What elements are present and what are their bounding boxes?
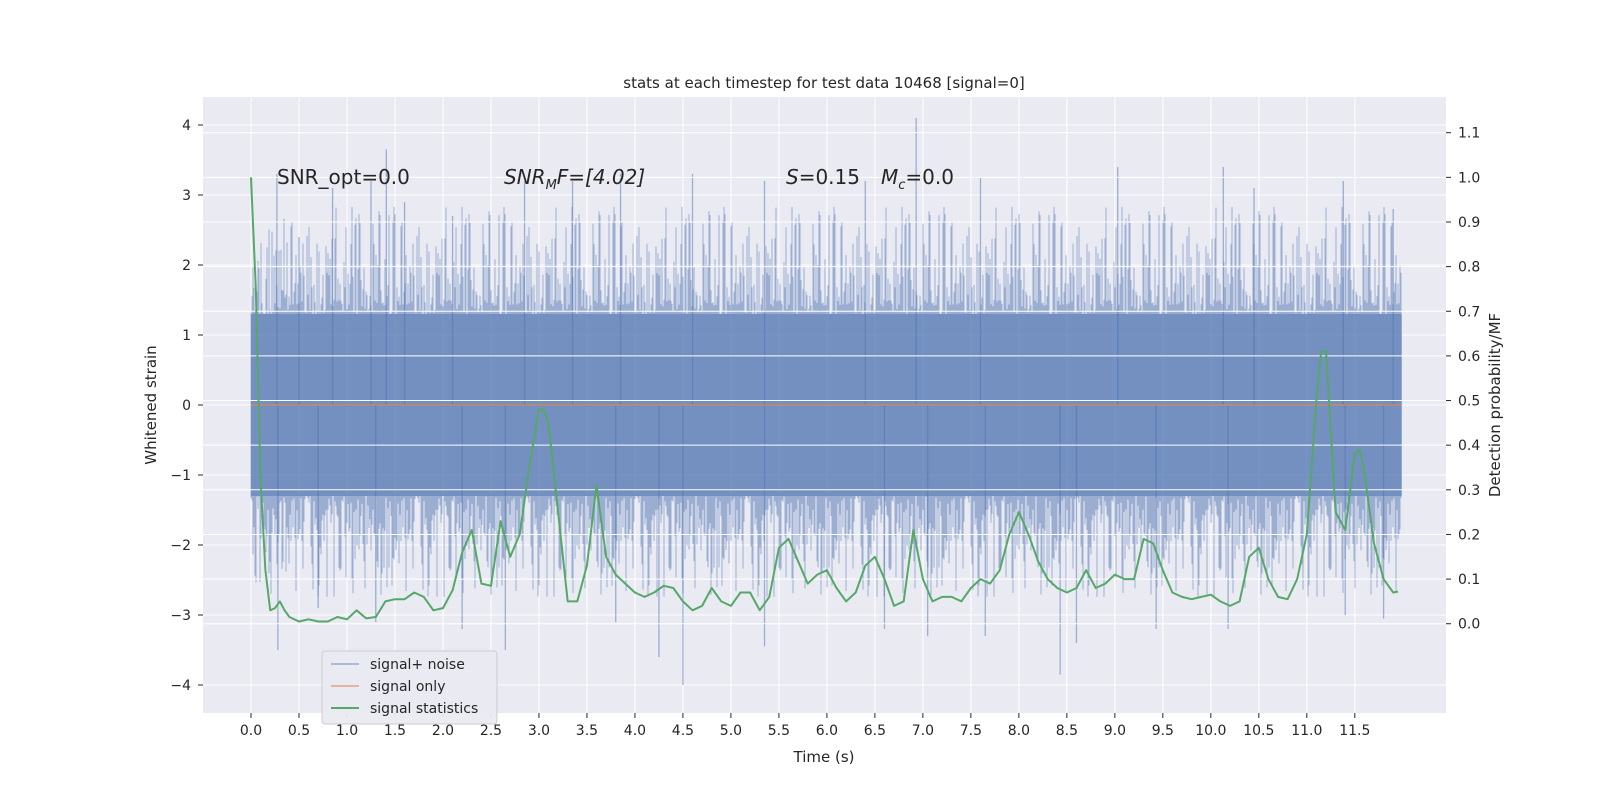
x-tick-label: 10.0 bbox=[1195, 723, 1226, 739]
y-tick-label: −3 bbox=[170, 608, 191, 624]
x-tick-label: 8.0 bbox=[1008, 723, 1030, 739]
mc-subscript: c bbox=[898, 178, 905, 193]
x-tick-label: 4.0 bbox=[624, 723, 646, 739]
x-tick-label: 4.5 bbox=[672, 723, 694, 739]
s-value: =0.15 bbox=[799, 165, 860, 189]
grid-front bbox=[203, 132, 1446, 625]
x-tick-label: 10.5 bbox=[1243, 723, 1274, 739]
x-tick-label: 5.0 bbox=[720, 723, 742, 739]
x-tick-label: 6.5 bbox=[864, 723, 886, 739]
x-tick-label: 7.5 bbox=[960, 723, 982, 739]
y2-axis-label: Detection probability/MF bbox=[1486, 313, 1504, 497]
legend-stats-label: signal statistics bbox=[370, 701, 478, 717]
y2-tick-label: 0.6 bbox=[1458, 349, 1480, 365]
x-tick-label: 2.5 bbox=[480, 723, 502, 739]
x-tick-label: 1.5 bbox=[384, 723, 406, 739]
signal-statistics-series bbox=[250, 177, 1399, 623]
y-tick-label: −2 bbox=[170, 538, 191, 554]
y2-tick-label: 1.1 bbox=[1458, 126, 1480, 142]
y2-tick-label: 0.3 bbox=[1458, 483, 1480, 499]
mc-annotation: Mc=0.0 bbox=[881, 165, 954, 193]
snr-mf-subscript: M bbox=[546, 178, 557, 193]
y-axis-ticks: −4 −3 −2 −1 0 1 2 3 4 bbox=[170, 118, 203, 694]
y-tick-label: −1 bbox=[170, 468, 191, 484]
x-tick-label: 3.5 bbox=[576, 723, 598, 739]
x-tick-label: 0.5 bbox=[288, 723, 310, 739]
y2-tick-label: 0.2 bbox=[1458, 527, 1480, 543]
x-tick-label: 11.0 bbox=[1291, 723, 1322, 739]
snr-opt-annotation: SNR_opt=0.0 bbox=[277, 165, 410, 189]
legend-box bbox=[321, 650, 498, 725]
y-tick-label: 0 bbox=[182, 398, 191, 414]
y2-tick-label: 0.5 bbox=[1458, 394, 1480, 410]
s-annotation: S=0.15 bbox=[786, 165, 860, 189]
chart-title: stats at each timestep for test data 104… bbox=[623, 74, 1024, 92]
y2-tick-label: 0.4 bbox=[1458, 438, 1480, 454]
x-tick-label: 9.0 bbox=[1104, 723, 1126, 739]
snr-mf-annotation: SNRMF=[4.02] bbox=[504, 165, 645, 193]
x-tick-label: 2.0 bbox=[432, 723, 454, 739]
x-tick-label: 8.5 bbox=[1056, 723, 1078, 739]
x-tick-label: 0.0 bbox=[240, 723, 262, 739]
y2-tick-label: 0.1 bbox=[1458, 572, 1480, 588]
signal-statistics-line bbox=[250, 177, 1399, 623]
y2-tick-label: 0.0 bbox=[1458, 617, 1480, 633]
x-tick-label: 3.0 bbox=[528, 723, 550, 739]
legend-noise-label: signal+ noise bbox=[370, 657, 465, 673]
s-base: S bbox=[786, 165, 799, 189]
snr-mf-rest: F=[4.02] bbox=[557, 165, 645, 189]
y-tick-label: 1 bbox=[182, 328, 191, 344]
snr-mf-f: F=[4.02] bbox=[557, 165, 645, 189]
x-tick-label: 5.5 bbox=[768, 723, 790, 739]
x-tick-label: 1.0 bbox=[336, 723, 358, 739]
x-tick-label: 6.0 bbox=[816, 723, 838, 739]
y2-axis-ticks: 0.0 0.1 0.2 0.3 0.4 0.5 0.6 0.7 0.8 0.9 1.0 1.1 bbox=[1446, 126, 1480, 633]
y-tick-label: 4 bbox=[182, 118, 191, 134]
mc-base: M bbox=[881, 165, 898, 189]
x-axis-ticks: 0.0 0.5 1.0 1.5 2.0 2.5 3.0 3.5 4.0 4.5 5.0 5.5 6.0 6… bbox=[240, 713, 1370, 739]
y-tick-label: −4 bbox=[170, 678, 191, 694]
x-tick-label: 9.5 bbox=[1152, 723, 1174, 739]
legend: signal+ noise signal only signal statist… bbox=[321, 650, 498, 725]
y-tick-label: 3 bbox=[182, 188, 191, 204]
y-axis-label: Whitened strain bbox=[142, 345, 160, 464]
y2-tick-label: 0.9 bbox=[1458, 215, 1480, 231]
x-tick-label: 7.0 bbox=[912, 723, 934, 739]
y-tick-label: 2 bbox=[182, 258, 191, 274]
legend-signal-label: signal only bbox=[370, 679, 445, 695]
y2-tick-label: 0.7 bbox=[1458, 304, 1480, 320]
mc-value: =0.0 bbox=[905, 165, 954, 189]
x-tick-label: 11.5 bbox=[1339, 723, 1370, 739]
snr-mf-base: SNR bbox=[504, 165, 546, 189]
x-axis-label: Time (s) bbox=[793, 748, 855, 766]
y2-tick-label: 1.0 bbox=[1458, 170, 1480, 186]
y2-tick-label: 0.8 bbox=[1458, 260, 1480, 276]
